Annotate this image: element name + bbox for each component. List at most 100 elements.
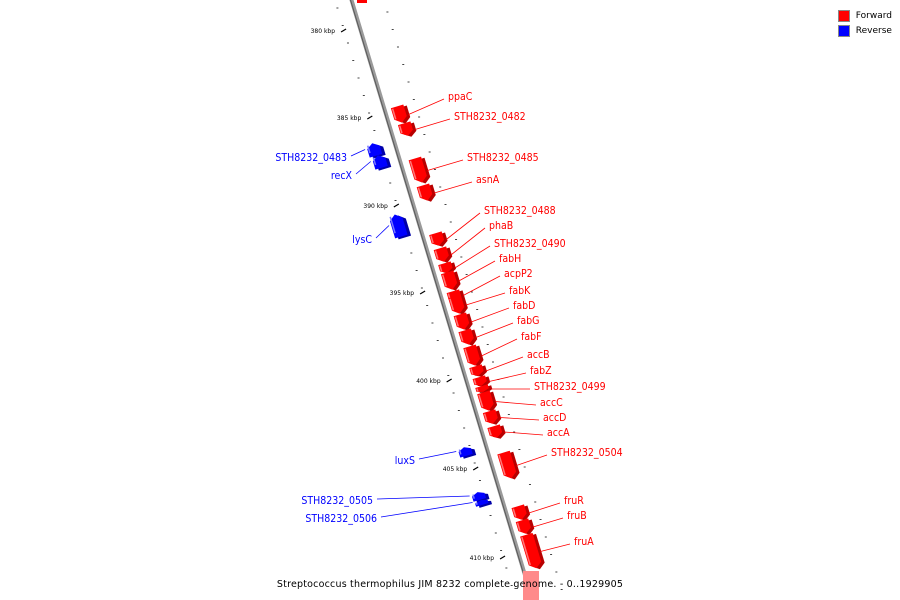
gene-STH8232_0505[interactable] bbox=[471, 489, 490, 503]
reverse-swatch bbox=[837, 24, 850, 37]
gene-label[interactable]: fabH bbox=[499, 253, 521, 265]
gene-label-group: fabZ bbox=[489, 365, 552, 382]
gene-label[interactable]: STH8232_0482 bbox=[454, 111, 526, 123]
gene-label[interactable]: STH8232_0485 bbox=[467, 152, 539, 164]
gene-STH8232_0506[interactable] bbox=[475, 497, 492, 508]
gene-label[interactable]: fabK bbox=[509, 285, 531, 297]
gene-label[interactable]: fruB bbox=[567, 510, 587, 522]
gene-fruB[interactable] bbox=[515, 518, 536, 538]
gene-label[interactable]: lysC bbox=[352, 234, 372, 246]
gene-fabG[interactable] bbox=[458, 328, 478, 349]
gene-highlight bbox=[464, 348, 470, 363]
gene-highlight bbox=[447, 293, 451, 299]
gene-fabF[interactable] bbox=[463, 344, 485, 370]
gene-label[interactable]: accC bbox=[540, 397, 563, 409]
gene-label-group: fabH bbox=[458, 253, 521, 282]
gene-highlight bbox=[372, 157, 377, 166]
gene-fabD[interactable] bbox=[453, 312, 475, 334]
gene-label[interactable]: STH8232_0504 bbox=[551, 447, 623, 459]
gene-label[interactable]: STH8232_0505 bbox=[301, 495, 373, 507]
gene-STH8232_0482[interactable] bbox=[397, 121, 418, 140]
gene-label[interactable]: luxS bbox=[395, 455, 415, 467]
gene-body bbox=[472, 492, 487, 502]
gene-fabZ[interactable] bbox=[472, 374, 491, 389]
gene-label[interactable]: accD bbox=[543, 412, 566, 424]
gene-highlight bbox=[449, 298, 455, 311]
gene-label-group: fruB bbox=[532, 510, 587, 528]
gene-label-group: fruA bbox=[540, 536, 594, 552]
gene-label[interactable]: asnA bbox=[476, 174, 500, 186]
gene-accC[interactable] bbox=[477, 390, 498, 415]
gene-label-group: fabK bbox=[465, 285, 531, 306]
gene-accB[interactable] bbox=[469, 363, 488, 379]
gene-label-group: asnA bbox=[434, 174, 500, 194]
gene-highlight bbox=[478, 394, 484, 408]
gene-body bbox=[477, 390, 494, 411]
gene-highlight bbox=[473, 379, 477, 385]
gene-body bbox=[475, 499, 489, 507]
gene-luxS[interactable] bbox=[458, 444, 477, 459]
tick-label: 405 kbp bbox=[443, 466, 468, 473]
gene-STH8232_0488[interactable] bbox=[429, 231, 449, 250]
gene-label[interactable]: fabZ bbox=[530, 365, 552, 377]
leader-line bbox=[489, 372, 527, 382]
gene-fabH[interactable] bbox=[440, 270, 462, 294]
scale-tick: 390 kbp bbox=[363, 203, 400, 210]
gene-accA[interactable] bbox=[487, 424, 506, 442]
gene-accD[interactable] bbox=[482, 409, 503, 428]
gene-label[interactable]: STH8232_0506 bbox=[305, 513, 377, 525]
gene-highlight bbox=[391, 108, 397, 120]
tick-label: 410 kbp bbox=[470, 555, 495, 562]
leader-line bbox=[376, 495, 470, 500]
scale-ticks: 380 kbp 385 kbp 390 kbp 395 kbp 400 kbp 405 k… bbox=[311, 7, 563, 590]
gene-highlight bbox=[430, 235, 434, 244]
gene-label[interactable]: fruR bbox=[564, 495, 584, 507]
leader-line bbox=[465, 292, 506, 306]
gene-recX[interactable] bbox=[372, 153, 392, 172]
gene-STH8232_0483[interactable] bbox=[366, 141, 386, 160]
gene-label[interactable]: recX bbox=[331, 170, 353, 182]
gene-STH8232_0485[interactable] bbox=[408, 156, 432, 186]
gene-body bbox=[497, 450, 517, 479]
gene-label[interactable]: fabG bbox=[517, 315, 539, 327]
gene-body bbox=[463, 344, 481, 366]
leader-line bbox=[471, 307, 510, 323]
gene-body bbox=[408, 156, 427, 183]
gene-STH8232_0504[interactable] bbox=[497, 450, 521, 482]
gene-label[interactable]: STH8232_0488 bbox=[484, 205, 556, 217]
gene-label-group: STH8232_0485 bbox=[427, 152, 539, 171]
gene-label[interactable]: STH8232_0490 bbox=[494, 238, 566, 250]
leader-line bbox=[427, 159, 464, 171]
gene-fabK[interactable] bbox=[448, 294, 469, 318]
gene-highlight bbox=[470, 368, 474, 375]
gene-label-group: luxS bbox=[395, 451, 457, 467]
leader-line bbox=[504, 431, 544, 436]
gene-label[interactable]: STH8232_0499 bbox=[534, 381, 606, 393]
gene-body bbox=[372, 155, 388, 170]
gene-label[interactable]: fruA bbox=[574, 536, 594, 548]
tick-label: 395 kbp bbox=[390, 290, 415, 297]
gene-lysC[interactable] bbox=[388, 212, 412, 241]
gene-fruR[interactable] bbox=[511, 504, 532, 524]
gene-phaB[interactable] bbox=[433, 246, 454, 266]
leader-line bbox=[528, 502, 561, 514]
gene-label[interactable]: accB bbox=[527, 349, 550, 361]
gene-label[interactable]: fabF bbox=[521, 331, 542, 343]
gene-label[interactable]: ppaC bbox=[448, 91, 473, 103]
scale-tick: 380 kbp bbox=[311, 28, 347, 35]
gene-fruA[interactable] bbox=[520, 532, 546, 572]
leader-line bbox=[499, 417, 540, 421]
gene-label-group: STH8232_0483 bbox=[275, 149, 366, 164]
gene-label[interactable]: phaB bbox=[489, 220, 513, 232]
gene-label[interactable]: accA bbox=[547, 427, 570, 439]
gene-label-group: lysC bbox=[352, 225, 390, 246]
gene-ppaC[interactable] bbox=[390, 104, 412, 127]
gene-label[interactable]: fabD bbox=[513, 300, 535, 312]
gene-label[interactable]: STH8232_0483 bbox=[275, 152, 347, 164]
tick-label: 390 kbp bbox=[363, 203, 388, 210]
gene-label[interactable]: acpP2 bbox=[504, 268, 533, 280]
tick-label: 380 kbp bbox=[311, 28, 336, 35]
gene-asnA[interactable] bbox=[416, 183, 438, 205]
gene-label-group: fruR bbox=[528, 495, 584, 514]
